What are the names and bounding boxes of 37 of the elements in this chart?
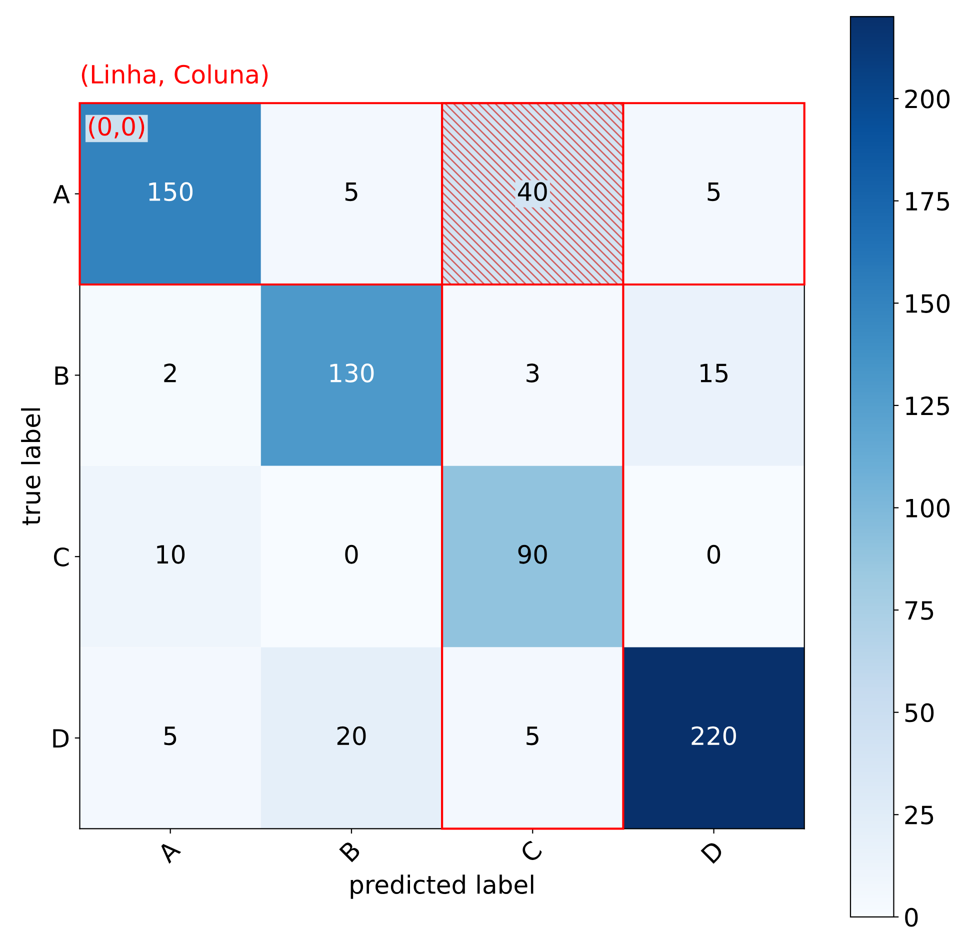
data-label: 90: [518, 544, 547, 564]
y-axis-title: true label: [21, 408, 40, 526]
color-bar-label: 125: [906, 396, 949, 416]
data-label: 15: [700, 364, 728, 382]
data-label: 5: [345, 182, 358, 202]
annotation: (0,0): [89, 116, 144, 139]
data-label: 130: [330, 364, 374, 382]
x-tick-label: A: [156, 839, 182, 864]
data-label: 2: [164, 364, 176, 382]
color-bar-label: 100: [906, 498, 950, 518]
color-bar-label: 75: [906, 601, 934, 620]
data-label: 20: [337, 726, 366, 746]
color-bar-label: 50: [905, 703, 934, 722]
x-axis-title: predicted label: [350, 874, 534, 899]
data-label: 40: [518, 182, 547, 202]
data-label: 5: [526, 726, 538, 746]
data-label: 150: [149, 182, 193, 202]
data-label: 0: [345, 544, 358, 564]
x-tick-label: C: [519, 840, 543, 864]
y-tick-label: A: [53, 185, 70, 204]
data-label: 10: [157, 544, 185, 564]
data-label: 0: [707, 544, 720, 564]
x-tick-label: B: [339, 840, 362, 862]
color-bar-label: 150: [906, 294, 950, 314]
color-bar-label: 200: [905, 90, 950, 108]
x-tick-label: D: [700, 840, 724, 864]
data-label: 5: [164, 726, 176, 746]
y-tick-label: C: [54, 548, 69, 566]
data-label: 3: [526, 364, 539, 382]
data-label: 220: [692, 726, 736, 746]
data-label: 5: [708, 182, 720, 202]
text: (Linha, Coluna): [82, 64, 268, 87]
color-bar-label: 25: [905, 806, 934, 824]
color-bar-label: 175: [906, 192, 949, 211]
y-tick-label: B: [55, 366, 68, 385]
y-tick-label: D: [53, 729, 69, 748]
color-bar-label: 0: [905, 908, 918, 927]
